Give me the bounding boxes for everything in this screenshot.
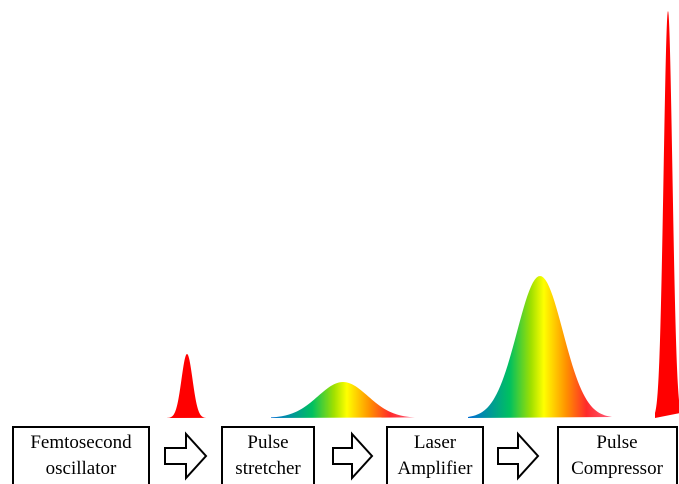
stage-pulse-stretcher: Pulse stretcher: [221, 426, 315, 484]
stage-label-line2: stretcher: [235, 458, 301, 479]
stretched-pulse: [271, 382, 415, 418]
stage-box: [12, 426, 150, 484]
stage-label-line2: oscillator: [46, 458, 117, 479]
right-arrow-icon: [332, 431, 374, 481]
stage-label-line1: Laser: [414, 432, 457, 453]
stage-pulse-compressor: Pulse Compressor: [557, 426, 678, 484]
stage-label-line2: Compressor: [571, 458, 664, 479]
stage-laser-amplifier: Laser Amplifier: [386, 426, 484, 484]
stage-label-line1: Pulse: [596, 432, 637, 453]
stage-label-line2: Amplifier: [398, 458, 474, 479]
stage-label-line1: Pulse: [247, 432, 288, 453]
stage-box: [386, 426, 484, 484]
stage-femtosecond-oscillator: Femtosecond oscillator: [12, 426, 150, 484]
right-arrow-icon: [164, 431, 208, 481]
amplified-pulse: [468, 276, 612, 418]
stage-box: [221, 426, 315, 484]
right-arrow-icon: [497, 431, 540, 481]
stage-box: [557, 426, 678, 484]
compressed-pulse: [655, 11, 679, 418]
oscillator-pulse: [167, 354, 207, 418]
stage-label-line1: Femtosecond: [30, 432, 132, 453]
